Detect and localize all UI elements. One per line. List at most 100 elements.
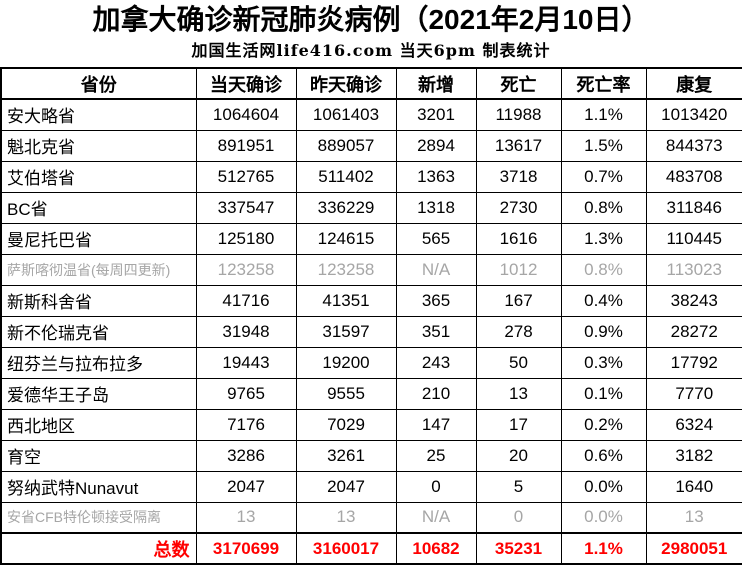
cell-recovered: 844373: [645, 129, 742, 162]
table-row: 曼尼托巴省 125180 124615 565 1616 1.3% 110445: [0, 222, 742, 255]
cell-new-cases: 365: [395, 284, 477, 317]
cell-recovered: 13: [645, 501, 742, 534]
cell-yesterday-confirmed: 7029: [295, 408, 397, 441]
cell-province: 萨斯喀彻温省(每周四更新): [0, 253, 197, 286]
cell-province: 新不伦瑞克省: [0, 315, 197, 348]
cell-yesterday-confirmed: 336229: [295, 191, 397, 224]
cell-deaths: 167: [475, 284, 562, 317]
cell-yesterday-confirmed: 9555: [295, 377, 397, 410]
column-header: 死亡: [475, 67, 562, 100]
table-body: 安大略省 1064604 1061403 3201 11988 1.1% 1013420 魁北…: [0, 98, 742, 565]
table-row: 西北地区 7176 7029 147 17 0.2% 6324: [0, 408, 742, 441]
page: 加拿大确诊新冠肺炎病例（2021年2月10日） 加国生活网life416.com…: [0, 2, 742, 565]
cell-yesterday-confirmed: 1061403: [295, 98, 397, 131]
table-row: 新斯科舍省 41716 41351 365 167 0.4% 38243: [0, 284, 742, 317]
cell-yesterday-confirmed: 3160017: [295, 532, 397, 565]
column-header: 新增: [395, 67, 477, 100]
table-row: 安大略省 1064604 1061403 3201 11988 1.1% 1013420: [0, 98, 742, 131]
column-header: 省份: [0, 67, 197, 100]
table-row: 新不伦瑞克省 31948 31597 351 278 0.9% 28272: [0, 315, 742, 348]
column-header: 昨天确诊: [295, 67, 397, 100]
cell-death-rate: 1.5%: [560, 129, 647, 162]
cell-deaths: 35231: [475, 532, 562, 565]
table-row: 育空 3286 3261 25 20 0.6% 3182: [0, 439, 742, 472]
cell-yesterday-confirmed: 41351: [295, 284, 397, 317]
cell-deaths: 0: [475, 501, 562, 534]
cell-recovered: 6324: [645, 408, 742, 441]
cell-today-confirmed: 31948: [195, 315, 297, 348]
cell-death-rate: 1.3%: [560, 222, 647, 255]
cell-province: 爱德华王子岛: [0, 377, 197, 410]
cell-yesterday-confirmed: 124615: [295, 222, 397, 255]
page-subtitle: 加国生活网life416.com 当天6pm 制表统计: [191, 41, 551, 60]
header-row: 省份 当天确诊 昨天确诊 新增 死亡 死亡率 康复: [0, 67, 742, 100]
cell-today-confirmed: 1064604: [195, 98, 297, 131]
cell-death-rate: 0.6%: [560, 439, 647, 472]
cell-province: 西北地区: [0, 408, 197, 441]
cell-recovered: 3182: [645, 439, 742, 472]
cell-recovered: 311846: [645, 191, 742, 224]
cell-province: 魁北克省: [0, 129, 197, 162]
cell-new-cases: 25: [395, 439, 477, 472]
cell-deaths: 13: [475, 377, 562, 410]
cell-recovered: 17792: [645, 346, 742, 379]
cell-yesterday-confirmed: 19200: [295, 346, 397, 379]
cell-death-rate: 1.1%: [560, 532, 647, 565]
cell-today-confirmed: 3170699: [195, 532, 297, 565]
cell-death-rate: 0.0%: [560, 501, 647, 534]
cell-deaths: 13617: [475, 129, 562, 162]
cell-deaths: 20: [475, 439, 562, 472]
cell-province: 安省CFB特伦顿接受隔离: [0, 501, 197, 534]
cell-province: 新斯科舍省: [0, 284, 197, 317]
cell-death-rate: 0.9%: [560, 315, 647, 348]
cell-deaths: 5: [475, 470, 562, 503]
cell-new-cases: N/A: [395, 501, 477, 534]
cell-new-cases: 147: [395, 408, 477, 441]
cell-deaths: 50: [475, 346, 562, 379]
cell-new-cases: 1318: [395, 191, 477, 224]
cell-recovered: 38243: [645, 284, 742, 317]
cell-deaths: 278: [475, 315, 562, 348]
cell-recovered: 110445: [645, 222, 742, 255]
cell-province: 安大略省: [0, 98, 197, 131]
cell-yesterday-confirmed: 2047: [295, 470, 397, 503]
cell-new-cases: 1363: [395, 160, 477, 193]
cell-deaths: 2730: [475, 191, 562, 224]
cell-new-cases: 243: [395, 346, 477, 379]
cell-province: BC省: [0, 191, 197, 224]
cell-recovered: 7770: [645, 377, 742, 410]
cell-death-rate: 0.4%: [560, 284, 647, 317]
cell-death-rate: 0.8%: [560, 191, 647, 224]
cell-today-confirmed: 512765: [195, 160, 297, 193]
cell-recovered: 483708: [645, 160, 742, 193]
cell-recovered: 28272: [645, 315, 742, 348]
cell-province: 艾伯塔省: [0, 160, 197, 193]
cell-province: 总数: [0, 532, 197, 565]
column-header: 康复: [645, 67, 742, 100]
cell-today-confirmed: 41716: [195, 284, 297, 317]
table-row: 总数 3170699 3160017 10682 35231 1.1% 2980051: [0, 532, 742, 565]
cell-new-cases: 3201: [395, 98, 477, 131]
cell-death-rate: 0.3%: [560, 346, 647, 379]
cell-new-cases: 565: [395, 222, 477, 255]
cell-new-cases: 2894: [395, 129, 477, 162]
cell-new-cases: N/A: [395, 253, 477, 286]
page-title: 加拿大确诊新冠肺炎病例（2021年2月10日）: [92, 4, 650, 35]
cell-province: 纽芬兰与拉布拉多: [0, 346, 197, 379]
column-header: 当天确诊: [195, 67, 297, 100]
cell-today-confirmed: 9765: [195, 377, 297, 410]
cell-death-rate: 0.0%: [560, 470, 647, 503]
cell-yesterday-confirmed: 3261: [295, 439, 397, 472]
cell-today-confirmed: 3286: [195, 439, 297, 472]
cell-deaths: 1012: [475, 253, 562, 286]
table-row: 艾伯塔省 512765 511402 1363 3718 0.7% 483708: [0, 160, 742, 193]
cell-yesterday-confirmed: 511402: [295, 160, 397, 193]
cell-today-confirmed: 2047: [195, 470, 297, 503]
cell-new-cases: 10682: [395, 532, 477, 565]
cell-death-rate: 0.8%: [560, 253, 647, 286]
cell-recovered: 1640: [645, 470, 742, 503]
cell-today-confirmed: 123258: [195, 253, 297, 286]
cell-province: 育空: [0, 439, 197, 472]
cell-death-rate: 0.7%: [560, 160, 647, 193]
cell-yesterday-confirmed: 889057: [295, 129, 397, 162]
